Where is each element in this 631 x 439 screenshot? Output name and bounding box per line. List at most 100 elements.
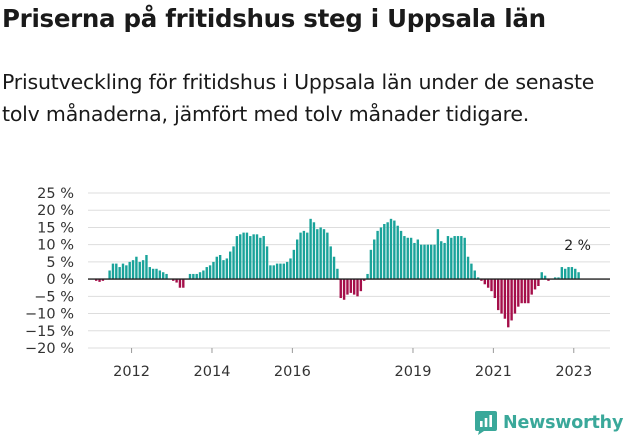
bar bbox=[386, 222, 389, 280]
bar bbox=[108, 270, 111, 280]
bar bbox=[486, 279, 490, 288]
bar bbox=[460, 236, 463, 280]
bar bbox=[205, 267, 208, 280]
last-value-annotation: 2 % bbox=[564, 238, 591, 254]
bar bbox=[540, 272, 543, 280]
y-tick-label: 10 % bbox=[37, 238, 74, 254]
bar bbox=[480, 279, 483, 281]
y-tick-label: 25 % bbox=[37, 186, 74, 202]
bar bbox=[383, 224, 386, 280]
bar bbox=[547, 279, 550, 281]
bar bbox=[416, 239, 419, 280]
y-tick-label: −20 % bbox=[25, 341, 74, 357]
bar bbox=[118, 267, 121, 280]
bar bbox=[336, 268, 339, 280]
bar bbox=[366, 273, 369, 280]
bar bbox=[111, 263, 115, 280]
bar bbox=[239, 234, 242, 280]
bar bbox=[222, 260, 225, 280]
bar bbox=[141, 260, 145, 280]
bar bbox=[570, 267, 574, 280]
bar bbox=[302, 230, 306, 280]
bar bbox=[229, 251, 232, 280]
bar bbox=[470, 263, 473, 280]
bar bbox=[172, 279, 175, 281]
bar bbox=[332, 256, 336, 280]
bar bbox=[399, 230, 403, 280]
bar bbox=[503, 279, 507, 319]
bar bbox=[403, 236, 406, 280]
bar bbox=[574, 268, 577, 280]
bar bbox=[272, 265, 275, 280]
x-tick-label: 2016 bbox=[274, 364, 311, 380]
y-tick-label: −15 % bbox=[25, 324, 74, 340]
bar bbox=[115, 263, 118, 280]
chart-title: Priserna på fritidshus steg i Uppsala lä… bbox=[2, 4, 546, 33]
bar bbox=[208, 265, 212, 280]
bar bbox=[145, 255, 148, 280]
y-tick-label: 5 % bbox=[46, 255, 74, 271]
bar bbox=[369, 249, 373, 280]
bar bbox=[188, 273, 192, 280]
grid-lines bbox=[88, 192, 610, 349]
y-tick-label: 20 % bbox=[37, 203, 74, 219]
bar bbox=[269, 265, 272, 280]
bar bbox=[363, 279, 366, 281]
annotations: 2 % bbox=[564, 238, 591, 254]
bar bbox=[306, 232, 309, 280]
bar bbox=[356, 279, 359, 297]
bar bbox=[245, 232, 249, 280]
y-tick-label: −5 % bbox=[34, 289, 74, 305]
bar bbox=[473, 270, 476, 280]
y-tick-label: −10 % bbox=[25, 307, 74, 323]
bar bbox=[440, 241, 443, 280]
bar bbox=[212, 261, 215, 280]
bar bbox=[242, 232, 245, 280]
bar bbox=[453, 236, 456, 280]
bar bbox=[252, 234, 255, 280]
bar bbox=[131, 260, 135, 280]
bar bbox=[138, 261, 141, 280]
bar bbox=[312, 222, 316, 280]
bar bbox=[148, 267, 151, 280]
bar bbox=[500, 279, 503, 314]
bar bbox=[352, 279, 356, 295]
bar bbox=[128, 261, 131, 280]
bar bbox=[376, 230, 379, 280]
bar bbox=[165, 273, 168, 280]
bar bbox=[430, 244, 433, 280]
bar-chart: 25 %20 %15 % 10 %5 %0 %−5 % −10 %−15 %−20 … bbox=[25, 186, 610, 380]
newsworthy-logo: Newsworthy bbox=[474, 409, 623, 437]
bar bbox=[543, 275, 547, 280]
bar bbox=[218, 255, 222, 280]
bar bbox=[195, 273, 198, 280]
bar bbox=[490, 279, 493, 292]
x-tick-label: 2014 bbox=[194, 364, 231, 380]
bar bbox=[409, 237, 413, 280]
bar bbox=[285, 261, 289, 280]
bar bbox=[530, 279, 533, 295]
chart-subtitle: Prisutveckling för fritidshus i Uppsala … bbox=[2, 70, 595, 126]
bar bbox=[162, 272, 165, 280]
bar bbox=[517, 279, 520, 307]
x-tick-label: 2019 bbox=[395, 364, 432, 380]
bar bbox=[373, 239, 376, 280]
bar bbox=[456, 236, 460, 280]
bar bbox=[443, 242, 446, 280]
bar bbox=[175, 279, 178, 283]
bar bbox=[158, 270, 162, 280]
bar bbox=[523, 279, 527, 304]
bar bbox=[419, 244, 423, 280]
bar bbox=[413, 242, 416, 280]
bar bbox=[316, 229, 319, 280]
bar bbox=[346, 279, 349, 295]
bar bbox=[527, 279, 530, 304]
bar bbox=[309, 218, 312, 280]
bar bbox=[533, 279, 537, 290]
bar bbox=[406, 237, 409, 280]
bar bbox=[155, 268, 158, 280]
bar bbox=[446, 236, 450, 280]
bar bbox=[389, 218, 393, 280]
bar bbox=[262, 236, 265, 280]
y-axis-ticks: 25 %20 %15 % 10 %5 %0 %−5 % −10 %−15 %−20 … bbox=[25, 186, 74, 357]
